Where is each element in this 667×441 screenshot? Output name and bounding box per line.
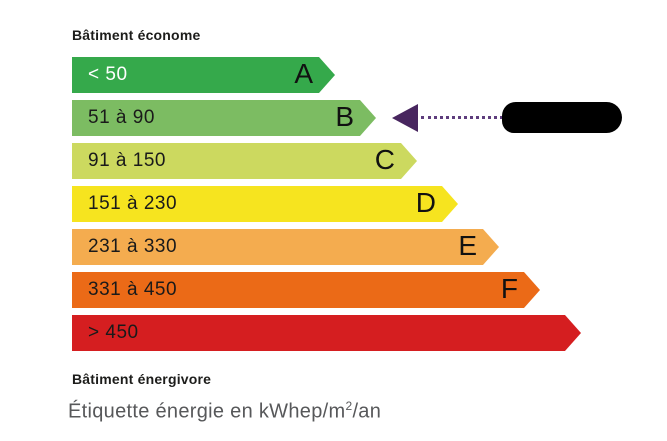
energy-class-bar-B: 51 à 90 B [72, 100, 376, 136]
energy-class-bar-F: 331 à 450 F [72, 272, 540, 308]
caption-suffix: /an [352, 400, 382, 423]
energy-class-row: > 450 [72, 315, 581, 351]
energy-class-letter: F [500, 272, 518, 304]
energy-range-label: 231 à 330 [88, 236, 178, 257]
redacted-value-blob [502, 102, 622, 133]
energy-class-bar-A: < 50 A [72, 57, 335, 93]
cursor-dotted-line [421, 116, 503, 119]
energy-class-row: 91 à 150 C [72, 143, 581, 179]
caption: Étiquette énergie en kWhep/m2/an [68, 399, 381, 424]
energy-class-bar-E: 231 à 330 E [72, 229, 499, 265]
energy-class-row: 231 à 330 E [72, 229, 581, 265]
energy-class-bar-G: > 450 [72, 315, 581, 351]
caption-prefix: Étiquette énergie en kWhep/m [68, 400, 346, 423]
energy-class-row: 151 à 230 D [72, 186, 581, 222]
energy-class-row: 331 à 450 F [72, 272, 581, 308]
caption-superscript: 2 [345, 399, 353, 413]
energy-range-label: > 450 [88, 322, 139, 343]
energy-class-bar-D: 151 à 230 D [72, 186, 458, 222]
energy-range-label: 51 à 90 [88, 107, 155, 128]
energy-class-letter: D [415, 186, 436, 218]
energy-class-letter: E [458, 229, 477, 261]
energy-range-label: 151 à 230 [88, 193, 178, 214]
energy-range-label: < 50 [88, 64, 128, 85]
energy-class-row: 51 à 90 B [72, 100, 581, 136]
energy-class-letter: B [335, 100, 354, 132]
energy-class-bars: < 50 A 51 à 90 B 91 à 150 C 151 à 230 D … [72, 57, 581, 358]
energy-range-label: 331 à 450 [88, 279, 178, 300]
energy-class-letter: A [294, 57, 313, 89]
energy-class-row: < 50 A [72, 57, 581, 93]
energy-class-bar-C: 91 à 150 C [72, 143, 417, 179]
energy-class-letter: C [374, 143, 395, 175]
energy-hungry-building-label: Bâtiment énergivore [72, 371, 212, 387]
energy-range-label: 91 à 150 [88, 150, 166, 171]
economical-building-label: Bâtiment économe [72, 27, 201, 43]
